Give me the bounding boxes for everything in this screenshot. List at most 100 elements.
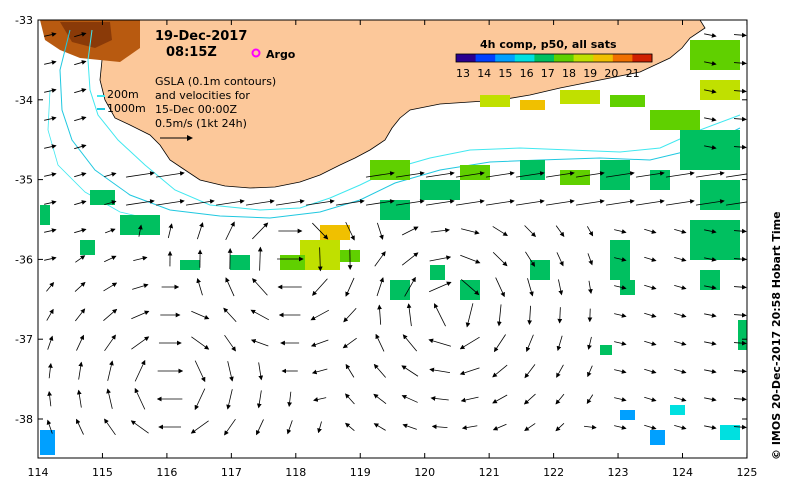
velocity-arrow [401, 252, 419, 266]
velocity-arrow [104, 334, 116, 352]
velocity-arrow [194, 388, 206, 411]
velocity-arrow [733, 60, 747, 66]
velocity-arrow [674, 340, 687, 346]
velocity-arrow [103, 308, 118, 321]
velocity-arrow [644, 396, 657, 402]
colorbar-label: 14 [477, 67, 491, 80]
velocity-arrow [375, 333, 385, 352]
velocity-arrow [674, 228, 687, 234]
velocity-arrow [555, 225, 565, 238]
velocity-arrow [252, 222, 269, 240]
x-tick-label: 121 [479, 466, 500, 479]
colorbar-label: 18 [562, 67, 576, 80]
argo-label: Argo [266, 48, 296, 61]
velocity-arrow [704, 33, 717, 38]
y-tick-label: -36 [15, 253, 33, 266]
velocity-arrow [44, 256, 57, 261]
velocity-arrow [733, 312, 747, 318]
velocity-arrow [605, 171, 635, 178]
velocity-arrow [524, 364, 536, 379]
y-tick-label: -38 [15, 413, 33, 426]
velocity-arrow [733, 424, 747, 430]
velocity-arrow [704, 341, 717, 346]
velocity-arrow [555, 393, 565, 405]
colorbar-swatch [534, 54, 555, 62]
velocity-arrow [226, 389, 233, 410]
velocity-arrow [704, 369, 717, 374]
velocity-arrow [430, 227, 450, 233]
velocity-arrow [587, 336, 592, 350]
velocity-arrow [558, 279, 564, 296]
velocity-arrow [733, 144, 747, 150]
velocity-arrow [733, 228, 747, 234]
velocity-arrow [133, 255, 148, 261]
velocity-arrow [317, 421, 322, 434]
velocity-arrow [614, 257, 627, 262]
velocity-arrow [74, 60, 87, 66]
velocity-arrow [704, 285, 717, 290]
velocity-arrow [733, 32, 747, 38]
velocity-arrow [461, 425, 478, 430]
velocity-arrow [46, 308, 54, 321]
velocity-arrow [556, 252, 564, 267]
plot-frame [37, 19, 748, 459]
velocity-arrow [104, 172, 117, 178]
colorbar-label: 13 [456, 67, 470, 80]
x-tick-label: 123 [608, 466, 629, 479]
velocity-arrow [404, 276, 416, 297]
velocity-arrow [74, 228, 87, 234]
velocity-arrow [583, 424, 597, 430]
velocity-arrow [430, 396, 449, 401]
gsla-line-4: 0.5m/s (1kt 24h) [155, 117, 247, 130]
velocity-arrow [130, 420, 149, 434]
velocity-arrow [496, 304, 502, 327]
velocity-arrow [402, 423, 417, 430]
velocity-arrow [704, 145, 717, 150]
y-tick-label: -37 [15, 333, 33, 346]
velocity-arrow [44, 60, 57, 65]
velocity-arrow [704, 229, 717, 234]
velocity-arrow [733, 340, 747, 346]
velocity-arrow [44, 144, 57, 149]
velocity-arrow [137, 224, 143, 237]
velocity-arrow [335, 199, 365, 206]
velocity-arrow [374, 251, 386, 267]
velocity-arrow [704, 397, 717, 402]
velocity-arrow [245, 199, 275, 206]
velocity-arrow [485, 171, 515, 178]
velocity-arrows [44, 32, 747, 436]
velocity-arrow [75, 255, 86, 263]
velocity-arrow [455, 171, 485, 178]
velocity-arrow [365, 199, 395, 206]
velocity-arrow [674, 424, 687, 430]
velocity-arrow [44, 172, 57, 177]
velocity-arrow [674, 368, 687, 374]
velocity-arrow [47, 390, 52, 407]
velocity-arrow [310, 339, 329, 347]
velocity-arrow [614, 229, 627, 234]
velocity-arrow [342, 337, 357, 349]
velocity-arrow [215, 199, 245, 206]
gsla-line-2: and velocities for [155, 89, 250, 102]
velocity-arrow [286, 420, 293, 435]
velocity-arrow [190, 420, 209, 434]
velocity-arrow [48, 362, 53, 379]
velocity-arrow [725, 173, 747, 178]
velocity-arrow [704, 425, 717, 430]
velocity-arrow [485, 199, 515, 206]
colorbar-label: 15 [498, 67, 512, 80]
velocity-arrow [74, 88, 87, 94]
colorbar-label: 20 [604, 67, 618, 80]
colorbar-labels: 13 14 15 16 17 18 19 20 21 [456, 67, 640, 80]
velocity-arrow [586, 226, 594, 237]
colorbar-swatch [612, 54, 633, 62]
velocity-arrow [492, 364, 508, 378]
velocity-arrow [674, 396, 687, 402]
velocity-arrow [74, 144, 87, 150]
velocity-arrow [44, 200, 57, 205]
y-axis: -33 -34 -35 -36 -37 -38 [15, 14, 747, 426]
velocity-arrow [492, 423, 507, 431]
velocity-arrow [373, 363, 386, 378]
velocity-arrow [78, 361, 84, 380]
